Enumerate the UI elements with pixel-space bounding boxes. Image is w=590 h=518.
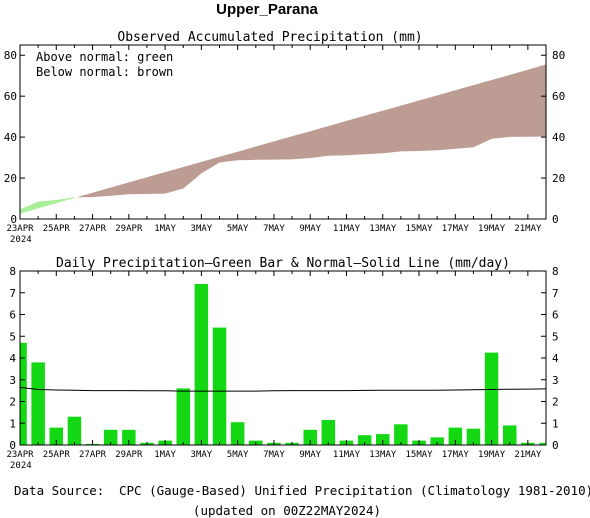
- daily-bar: [303, 429, 317, 445]
- daily-bar: [321, 420, 336, 445]
- top-ytick-label-right: 20: [552, 172, 565, 185]
- bottom-ytick-label-right: 5: [552, 330, 559, 343]
- top-ytick-label-left: 0: [10, 213, 17, 226]
- daily-bar: [430, 437, 444, 445]
- bottom-ytick-label-left: 0: [9, 439, 16, 452]
- top-ytick-label-left: 80: [4, 49, 17, 62]
- bottom-ytick-label-left: 7: [9, 287, 16, 300]
- daily-bar: [194, 284, 209, 445]
- bottom-panel-frame: [19, 270, 547, 446]
- below-normal-area: [76, 64, 546, 198]
- daily-bar: [357, 435, 372, 445]
- above-normal-area: [20, 197, 77, 214]
- bottom-ytick-label-right: 1: [552, 417, 559, 430]
- top-xtick-label: 11MAY: [333, 224, 361, 234]
- updated-note: (updated on 00Z22MAY2024): [193, 503, 381, 518]
- daily-bar: [49, 427, 63, 445]
- legend-above: Above normal: green: [36, 50, 173, 64]
- bottom-year-label: 2024: [10, 461, 32, 471]
- daily-bar: [376, 434, 390, 445]
- source-text: CPC (Gauge-Based) Unified Precipitation …: [119, 483, 590, 498]
- daily-bar: [539, 442, 547, 445]
- top-year-label: 2024: [10, 235, 32, 245]
- bottom-xtick-label: 19MAY: [478, 450, 506, 460]
- bottom-ytick-label-left: 4: [9, 352, 16, 365]
- daily-bar: [484, 352, 499, 445]
- bottom-ytick-label-left: 2: [9, 396, 16, 409]
- bottom-xtick-label: 15MAY: [405, 450, 433, 460]
- top-xtick-label: 27APR: [79, 224, 107, 234]
- source-label: Data Source:: [14, 483, 104, 498]
- daily-panel: 0 0 1 1 2 2 3 3 4 4 5 5 6 6 7 7 8 8 23APR 25APR 27APR 29APR 1M…: [6, 265, 559, 471]
- top-panel-frame: [19, 44, 547, 220]
- top-panel-title: Observed Accumulated Precipitation (mm): [117, 30, 422, 45]
- daily-bar: [176, 388, 190, 445]
- top-xtick-label: 13MAY: [369, 224, 397, 234]
- top-xtick-label: 19MAY: [478, 224, 506, 234]
- bottom-xtick-label: 21MAY: [514, 450, 542, 460]
- bottom-xtick-label: 29APR: [115, 450, 143, 460]
- top-xtick-label: 23APR: [6, 224, 34, 234]
- daily-bar: [212, 327, 227, 445]
- top-xtick-label: 1MAY: [154, 224, 176, 234]
- top-xtick-label: 29APR: [115, 224, 143, 234]
- daily-bar: [394, 424, 408, 445]
- accumulated-panel: 0 0 20 20 40 40 60 60 80 80 23APR 25APR 27APR 29APR 1M…: [4, 45, 565, 245]
- bottom-xtick-label: 7MAY: [263, 450, 285, 460]
- top-ytick-label-left: 60: [4, 90, 17, 103]
- top-xtick-label: 25APR: [43, 224, 71, 234]
- bottom-ytick-label-left: 5: [9, 330, 16, 343]
- daily-bar: [448, 427, 463, 445]
- daily-bar: [122, 429, 136, 445]
- bottom-xtick-label: 5MAY: [227, 450, 249, 460]
- bottom-xtick-label: 17MAY: [442, 450, 470, 460]
- bottom-ytick-label-left: 1: [9, 417, 16, 430]
- top-xtick-label: 3MAY: [191, 224, 213, 234]
- top-ytick-label-right: 0: [552, 213, 559, 226]
- bottom-ytick-label-right: 8: [552, 265, 559, 278]
- top-ytick-label-right: 80: [552, 49, 565, 62]
- bottom-xtick-label: 11MAY: [333, 450, 361, 460]
- bottom-ytick-label-right: 3: [552, 374, 559, 387]
- bottom-xtick-label: 1MAY: [154, 450, 176, 460]
- legend-below: Below normal: brown: [36, 65, 173, 79]
- top-ytick-label-right: 60: [552, 90, 565, 103]
- station-title: Upper_Parana: [216, 1, 318, 18]
- bottom-ytick-label-right: 6: [552, 309, 559, 322]
- top-xtick-label: 15MAY: [405, 224, 433, 234]
- top-xtick-label: 17MAY: [442, 224, 470, 234]
- top-ytick-label-left: 40: [4, 131, 17, 144]
- daily-bar: [466, 428, 481, 445]
- daily-bar: [503, 425, 517, 445]
- bottom-xtick-label: 3MAY: [191, 450, 213, 460]
- top-ytick-label-right: 40: [552, 131, 565, 144]
- bottom-ytick-label-right: 0: [552, 439, 559, 452]
- bottom-ytick-label-right: 2: [552, 396, 559, 409]
- bottom-ytick-label-left: 6: [9, 309, 16, 322]
- bottom-ytick-label-left: 8: [9, 265, 16, 278]
- daily-bar: [230, 422, 245, 445]
- bottom-xtick-label: 23APR: [6, 450, 34, 460]
- bottom-ytick-label-right: 7: [552, 287, 559, 300]
- top-xtick-label: 7MAY: [263, 224, 285, 234]
- bottom-xtick-label: 9MAY: [299, 450, 321, 460]
- normal-line: [19, 386, 547, 392]
- top-xtick-label: 9MAY: [299, 224, 321, 234]
- bottom-ytick-label-left: 3: [9, 374, 16, 387]
- top-ytick-label-left: 20: [4, 172, 17, 185]
- bottom-ytick-label-right: 4: [552, 352, 559, 365]
- bottom-xtick-label: 13MAY: [369, 450, 397, 460]
- top-xtick-label: 21MAY: [514, 224, 542, 234]
- bottom-panel-title: Daily Precipitation—Green Bar & Normal—S…: [56, 256, 510, 271]
- top-xtick-label: 5MAY: [227, 224, 249, 234]
- bottom-xtick-label: 25APR: [43, 450, 71, 460]
- daily-bar: [67, 416, 82, 445]
- bottom-xtick-label: 27APR: [79, 450, 107, 460]
- daily-bar: [103, 429, 118, 445]
- daily-bar: [31, 362, 45, 445]
- daily-bar: [20, 342, 27, 445]
